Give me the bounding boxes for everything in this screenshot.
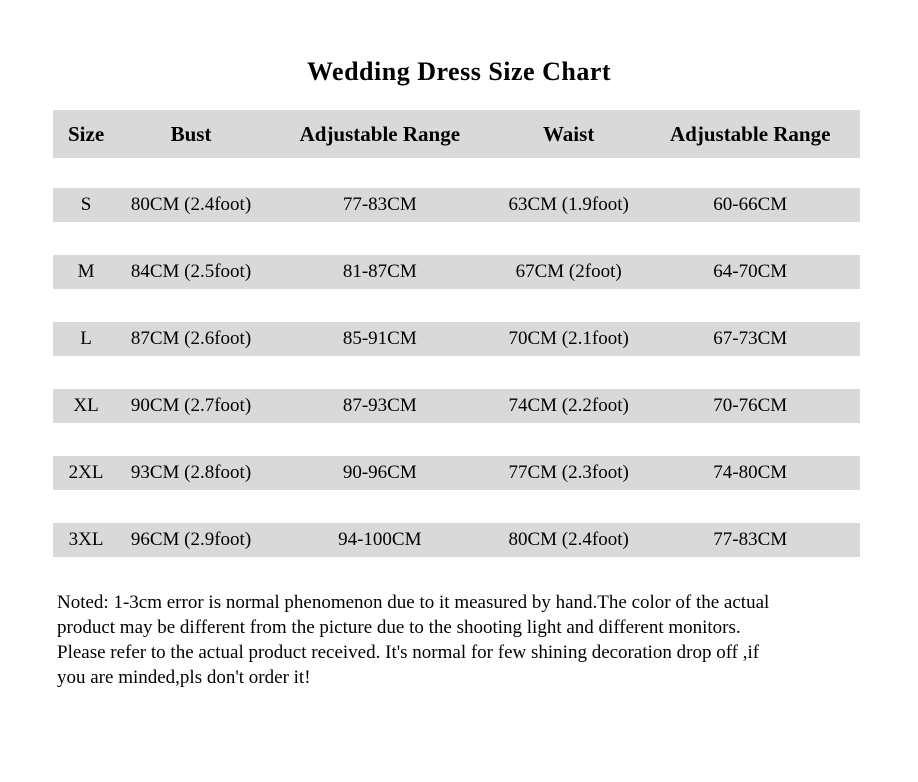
page-title: Wedding Dress Size Chart: [306, 57, 612, 86]
cell-waist: 74CM (2.2foot): [508, 395, 629, 416]
cell-size: M: [77, 261, 95, 282]
cell-bust-range: 85-91CM: [342, 328, 417, 349]
cell-bust-range: 94-100CM: [338, 529, 422, 550]
cell-waist-range: 74-80CM: [713, 462, 788, 483]
cell-size: 3XL: [68, 529, 104, 550]
header-size: Size: [68, 121, 105, 146]
header-waist: Waist: [542, 121, 595, 146]
cell-bust: 96CM (2.9foot): [130, 529, 252, 550]
note-line-4: you are minded,pls don't order it!: [57, 667, 311, 688]
cell-bust: 84CM (2.5foot): [130, 261, 252, 282]
cell-bust-range: 81-87CM: [342, 261, 417, 282]
note-line-3: Please refer to the actual product recei…: [57, 642, 760, 663]
cell-bust-range: 90-96CM: [342, 462, 417, 483]
cell-waist-range: 60-66CM: [713, 194, 788, 215]
disclaimer-note: Noted: 1-3cm error is normal phenomenon …: [57, 590, 918, 690]
cell-waist: 63CM (1.9foot): [508, 194, 629, 215]
cell-waist-range: 67-73CM: [713, 328, 788, 349]
table-row-s: S 80CM (2.4foot) 77-83CM 63CM (1.9foot) …: [53, 188, 860, 222]
table-row-2xl: 2XL 93CM (2.8foot) 90-96CM 77CM (2.3foot…: [53, 456, 860, 490]
cell-waist-range: 77-83CM: [713, 529, 788, 550]
cell-waist: 70CM (2.1foot): [508, 328, 629, 349]
cell-waist: 77CM (2.3foot): [508, 462, 629, 483]
size-chart-table: Size Bust Adjustable Range Waist Adjusta…: [53, 110, 860, 557]
cell-bust: 90CM (2.7foot): [130, 395, 252, 416]
table-row-m: M 84CM (2.5foot) 81-87CM 67CM (2foot) 64…: [53, 255, 860, 289]
header-bust: Bust: [170, 121, 212, 146]
cell-size: 2XL: [68, 462, 104, 483]
cell-waist: 80CM (2.4foot): [508, 529, 629, 550]
cell-bust-range: 87-93CM: [342, 395, 417, 416]
cell-waist-range: 64-70CM: [713, 261, 788, 282]
cell-waist: 67CM (2foot): [515, 261, 622, 282]
cell-bust: 80CM (2.4foot): [130, 194, 252, 215]
header-bust-adjustable-range: Adjustable Range: [299, 121, 461, 146]
cell-size: L: [80, 328, 92, 349]
header-waist-adjustable-range: Adjustable Range: [670, 121, 831, 146]
cell-size: XL: [73, 395, 99, 416]
note-line-2: product may be different from the pictur…: [57, 617, 741, 638]
cell-bust: 93CM (2.8foot): [130, 462, 252, 483]
cell-bust-range: 77-83CM: [342, 194, 417, 215]
note-line-1: Noted: 1-3cm error is normal phenomenon …: [57, 592, 770, 613]
cell-size: S: [80, 194, 92, 215]
table-row-l: L 87CM (2.6foot) 85-91CM 70CM (2.1foot) …: [53, 322, 860, 356]
table-header-row: Size Bust Adjustable Range Waist Adjusta…: [53, 110, 860, 158]
cell-waist-range: 70-76CM: [713, 395, 788, 416]
table-row-xl: XL 90CM (2.7foot) 87-93CM 74CM (2.2foot)…: [53, 389, 860, 423]
cell-bust: 87CM (2.6foot): [130, 328, 252, 349]
table-row-3xl: 3XL 96CM (2.9foot) 94-100CM 80CM (2.4foo…: [53, 523, 860, 557]
